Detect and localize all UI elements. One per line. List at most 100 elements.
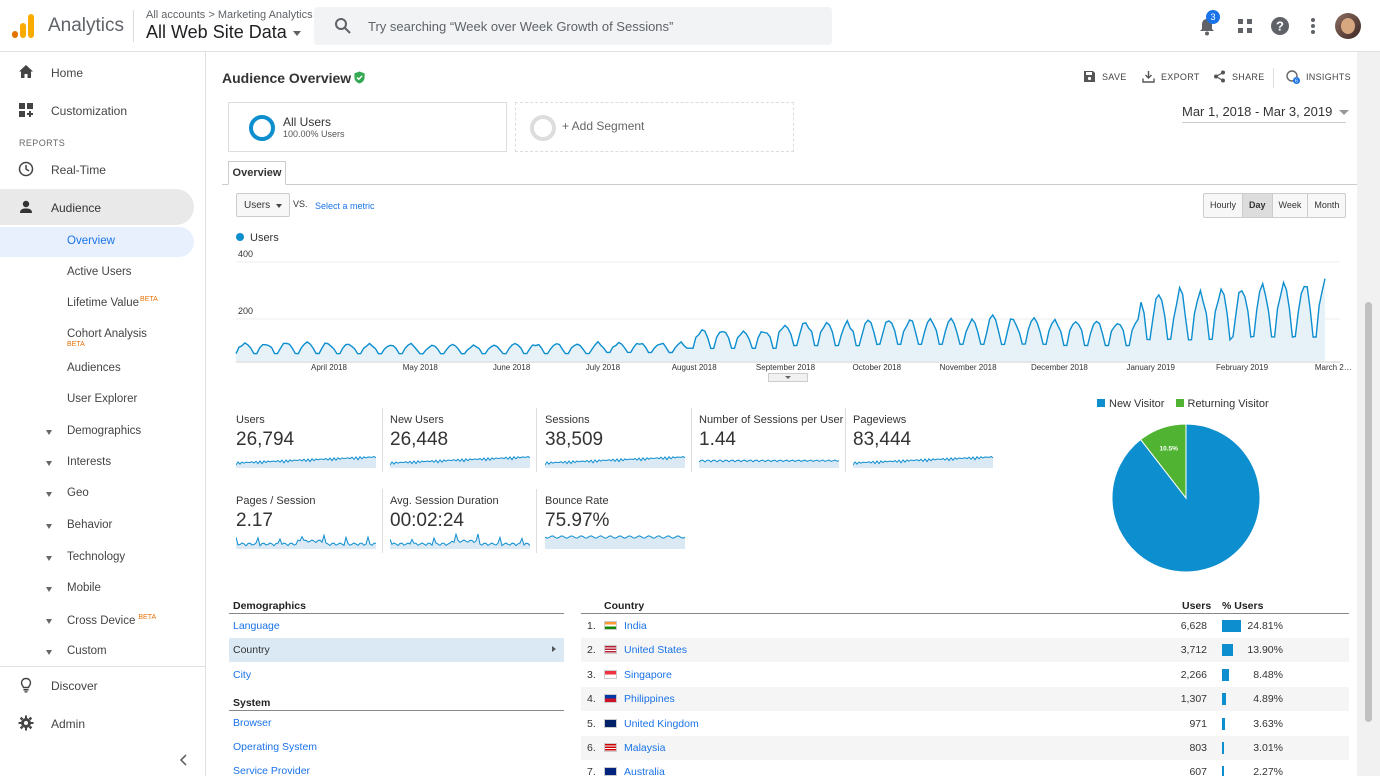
country-link[interactable]: India xyxy=(624,620,647,632)
sidebar-item-label: User Explorer xyxy=(67,393,138,405)
sidebar-item-cohort-analysis[interactable]: Cohort Analysis BETA xyxy=(67,328,147,348)
sidebar-item-realtime[interactable]: Real-Time xyxy=(0,150,206,188)
granularity-day-button[interactable]: Day xyxy=(1243,194,1273,217)
breadcrumb[interactable]: All accounts > Marketing Analytics xyxy=(146,9,313,21)
page-scrollbar[interactable] xyxy=(1357,52,1380,776)
column-header-country[interactable]: Country xyxy=(604,600,645,612)
table-row[interactable]: 5. United Kingdom 971 3.63% xyxy=(581,712,1349,736)
visitor-type-pie-chart[interactable]: 89.5% 10.5% xyxy=(1110,422,1262,574)
sidebar-item-custom[interactable]: Custom xyxy=(46,645,107,657)
sidebar-item-interests[interactable]: Interests xyxy=(46,456,111,468)
metric-select[interactable]: Users xyxy=(236,193,290,217)
demographics-link-city[interactable]: City xyxy=(233,669,252,681)
scorecard-new-users[interactable]: New Users 26,448 xyxy=(390,408,537,476)
app-name[interactable]: Analytics xyxy=(48,15,125,36)
pie-slice-returning-visitor[interactable] xyxy=(1139,423,1187,500)
country-link[interactable]: Philippines xyxy=(624,693,675,706)
users-line-chart[interactable]: 400 200 April 2018 May 2018 June 2018 July 20… xyxy=(207,242,1357,382)
segment-all-users[interactable]: All Users 100.00% Users xyxy=(228,102,507,152)
country-link[interactable]: Australia xyxy=(624,766,665,776)
sidebar-item-mobile[interactable]: Mobile xyxy=(46,582,101,594)
granularity-week-button[interactable]: Week xyxy=(1273,194,1309,217)
sidebar-item-admin[interactable]: Admin xyxy=(0,704,206,742)
notifications-button[interactable]: 3 xyxy=(1196,10,1220,38)
sidebar-item-geo[interactable]: Geo xyxy=(46,487,89,499)
legend-item-returning-visitor[interactable]: Returning Visitor xyxy=(1175,398,1269,410)
scorecard-bounce-rate[interactable]: Bounce Rate 75.97% xyxy=(545,495,691,557)
select-metric-link[interactable]: Select a metric xyxy=(315,201,375,211)
share-label: SHARE xyxy=(1232,72,1265,82)
sidebar-item-customization[interactable]: Customization xyxy=(0,91,206,129)
system-link-service-provider[interactable]: Service Provider xyxy=(233,765,311,776)
sidebar-item-audiences[interactable]: Audiences xyxy=(67,362,121,374)
save-label: SAVE xyxy=(1102,72,1127,82)
sidebar-item-behavior[interactable]: Behavior xyxy=(46,519,112,531)
sidebar-item-audience[interactable]: Audience xyxy=(0,189,194,225)
scorecard-avg-session-duration[interactable]: Avg. Session Duration 00:02:24 xyxy=(390,489,537,557)
demographics-link-country[interactable]: Country xyxy=(229,638,564,662)
scorecard-sessions[interactable]: Sessions 38,509 xyxy=(545,408,692,476)
scorecard-value: 00:02:24 xyxy=(390,510,464,531)
scorecard-number-of-sessions-per-user[interactable]: Number of Sessions per User 1.44 xyxy=(699,408,846,476)
property-selector[interactable]: All Web Site Data xyxy=(146,22,301,43)
help-button[interactable]: ? xyxy=(1268,14,1292,38)
system-link-operating-system[interactable]: Operating System xyxy=(233,741,318,753)
table-row[interactable]: 3. Singapore 2,266 8.48% xyxy=(581,663,1349,687)
column-header-users[interactable]: Users xyxy=(1182,600,1212,612)
sidebar-item-demographics[interactable]: Demographics xyxy=(46,425,141,437)
country-link[interactable]: United States xyxy=(624,644,688,657)
apps-button[interactable] xyxy=(1233,14,1257,38)
scorecard-pages-session[interactable]: Pages / Session 2.17 xyxy=(236,489,383,557)
sidebar-item-user-explorer[interactable]: User Explorer xyxy=(67,393,137,405)
search-bar[interactable] xyxy=(314,7,832,45)
granularity-month-button[interactable]: Month xyxy=(1314,200,1340,210)
sidebar-item-home[interactable]: Home xyxy=(0,53,206,91)
expand-triangle-icon xyxy=(46,461,52,466)
sidebar-item-discover[interactable]: Discover xyxy=(0,666,206,704)
export-button[interactable]: EXPORT xyxy=(1142,71,1200,83)
date-range-picker[interactable]: Mar 1, 2018 - Mar 3, 2019 xyxy=(1182,104,1350,119)
add-segment-button[interactable]: + Add Segment xyxy=(515,102,794,152)
scorecard-users[interactable]: Users 26,794 xyxy=(236,408,383,476)
caret-down-icon xyxy=(276,204,282,208)
column-header-pct-users[interactable]: % Users xyxy=(1222,600,1264,612)
country-link[interactable]: Malaysia xyxy=(624,742,666,754)
expand-triangle-icon xyxy=(46,430,52,435)
granularity-hourly-button[interactable]: Hourly xyxy=(1204,194,1244,217)
scorecard-pageviews[interactable]: Pageviews 83,444 xyxy=(853,414,999,476)
sparkline xyxy=(236,455,376,468)
collapse-sidebar-chevron-left-icon[interactable] xyxy=(176,752,192,768)
scorecard-value: 1.44 xyxy=(699,429,736,450)
search-input[interactable] xyxy=(368,15,808,37)
sidebar-item-active-users[interactable]: Active Users xyxy=(67,266,132,278)
sidebar-item-label: Audiences xyxy=(67,362,121,374)
table-row[interactable]: 4. Philippines 1,307 4.89% xyxy=(581,687,1349,712)
divider xyxy=(1273,68,1274,88)
country-link[interactable]: Singapore xyxy=(624,668,672,681)
demographics-link-language[interactable]: Language xyxy=(233,620,280,632)
share-button[interactable]: SHARE xyxy=(1214,70,1265,83)
analytics-logo-icon[interactable] xyxy=(12,14,36,38)
scrollbar-thumb[interactable] xyxy=(1365,302,1372,722)
legend-item-new-visitor[interactable]: New Visitor xyxy=(1097,398,1164,410)
system-link-browser[interactable]: Browser xyxy=(233,717,272,729)
save-button[interactable]: SAVE xyxy=(1084,71,1127,82)
scorecard-value: 38,509 xyxy=(545,429,604,450)
sidebar-item-lifetime-value[interactable]: Lifetime ValueBETA xyxy=(67,296,158,309)
country-link[interactable]: United Kingdom xyxy=(624,717,699,730)
divider xyxy=(581,613,1349,614)
table-row[interactable]: 6. Malaysia 803 3.01% xyxy=(581,736,1349,760)
more-options-button[interactable] xyxy=(1301,14,1325,38)
avatar[interactable] xyxy=(1335,13,1361,39)
users-series-line[interactable] xyxy=(235,278,1326,355)
users-value: 3,712 xyxy=(1180,644,1207,657)
table-row[interactable]: 2. United States 3,712 13.90% xyxy=(581,638,1349,663)
table-row[interactable]: 7. Australia 607 2.27% xyxy=(581,760,1349,776)
table-row[interactable]: 1. India 6,628 24.81% xyxy=(581,614,1349,638)
sidebar-item-technology[interactable]: Technology xyxy=(46,551,125,563)
sidebar-item-overview[interactable]: Overview xyxy=(0,227,194,257)
chart-resize-handle[interactable] xyxy=(768,373,808,382)
insights-button[interactable]: 6 INSIGHTS xyxy=(1286,70,1351,85)
tab-overview[interactable]: Overview xyxy=(228,161,286,185)
sidebar-item-cross-device[interactable]: Cross Device BETA xyxy=(46,614,156,627)
